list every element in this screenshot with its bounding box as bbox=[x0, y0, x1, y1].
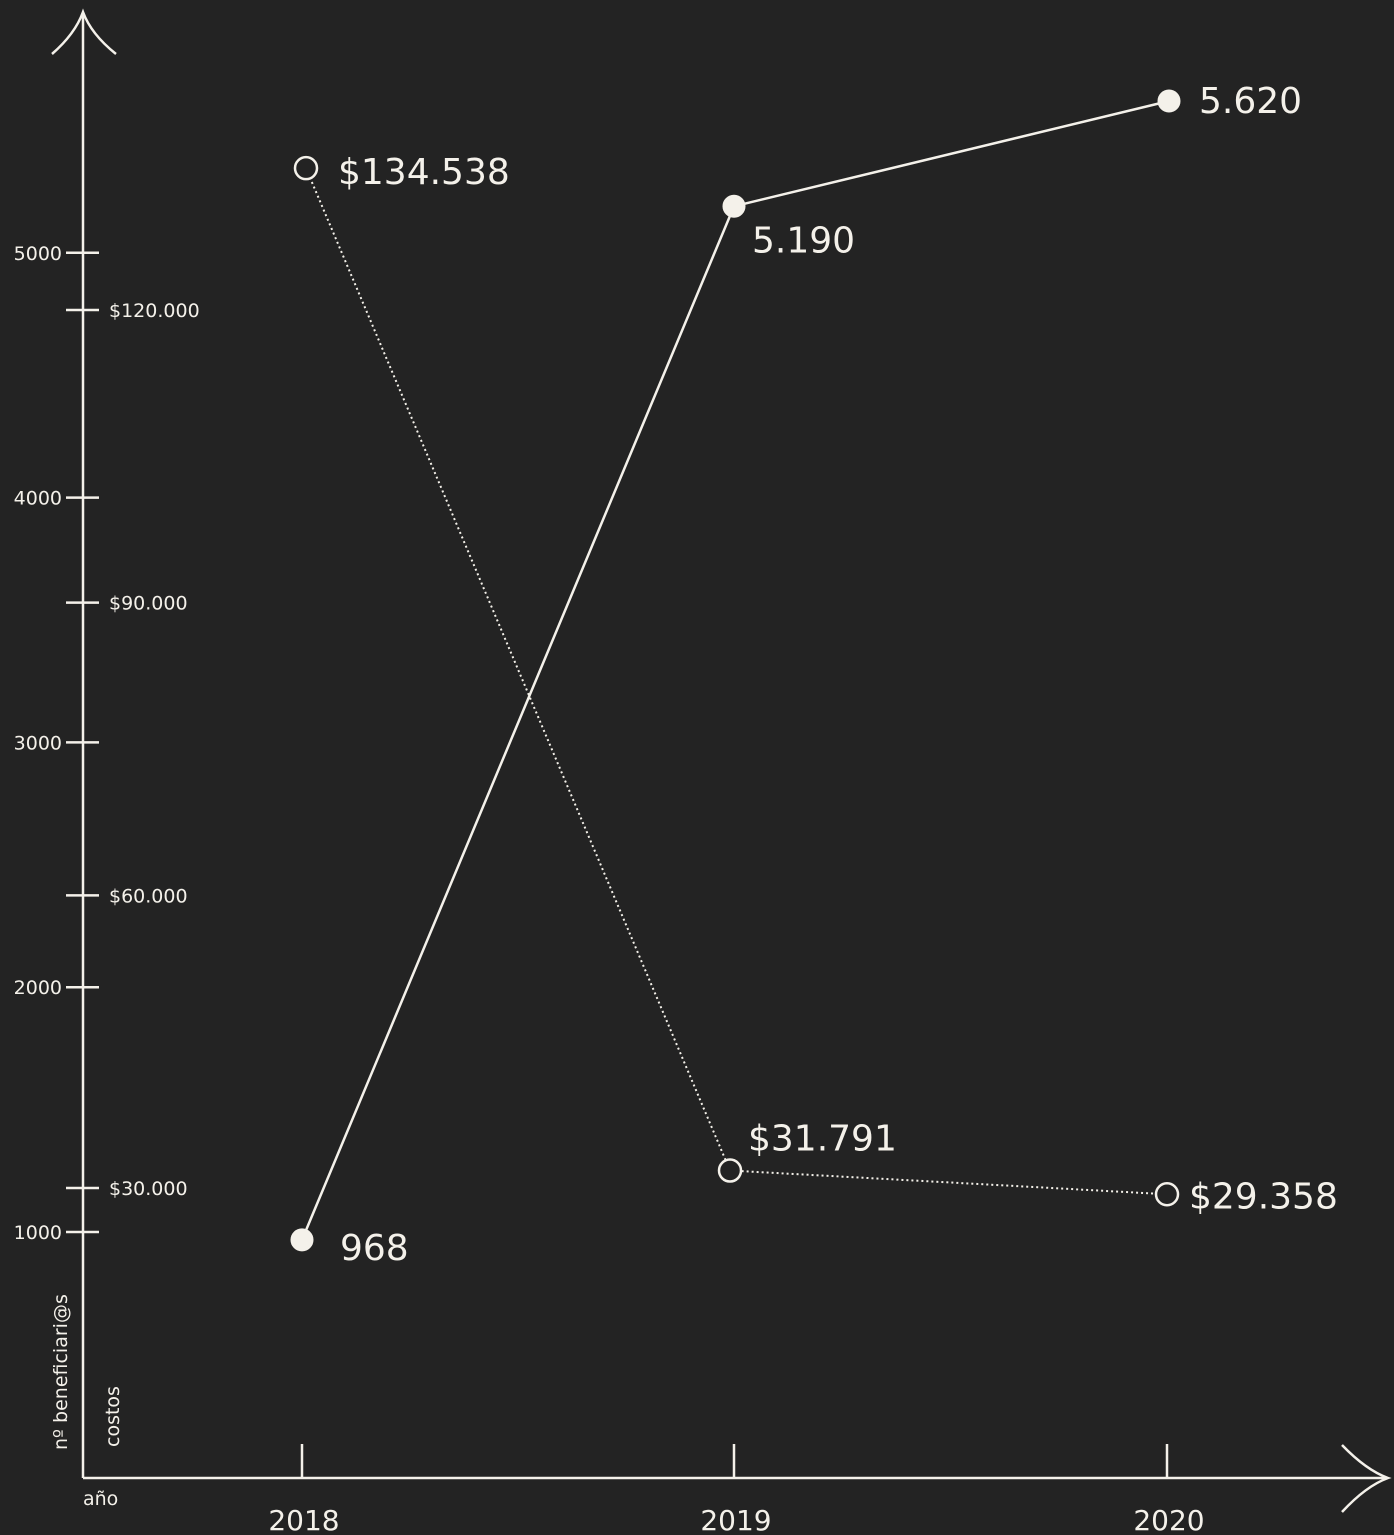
y-right-tick-label: $90.000 bbox=[109, 593, 188, 615]
series-lines bbox=[300, 99, 1170, 1241]
x-tick-label: 2020 bbox=[1133, 1504, 1204, 1535]
y-left-axis-title: nº beneficiari@s bbox=[50, 1294, 72, 1450]
data-labels: 968 5.190 5.620 $134.538 $31.791 $29.358 bbox=[338, 81, 1338, 1269]
y-right-ticks: $120.000 $90.000 $60.000 $30.000 bbox=[66, 300, 200, 1200]
costs-data-label: $134.538 bbox=[338, 152, 510, 193]
y-left-tick-label: 3000 bbox=[14, 732, 62, 754]
costs-point bbox=[717, 1158, 743, 1183]
y-left-tick-label: 4000 bbox=[14, 488, 62, 510]
y-left-tick-label: 5000 bbox=[14, 243, 62, 265]
series-markers bbox=[290, 89, 1181, 1252]
beneficiaries-point bbox=[290, 1228, 314, 1252]
y-left-tick-label: 1000 bbox=[14, 1222, 62, 1244]
beneficiaries-data-label: 968 bbox=[340, 1228, 409, 1269]
costs-data-label: $31.791 bbox=[748, 1119, 897, 1160]
costs-point bbox=[1154, 1182, 1180, 1207]
x-axis-title: año bbox=[83, 1488, 118, 1510]
costs-data-label: $29.358 bbox=[1189, 1176, 1338, 1217]
y-left-tick-label: 2000 bbox=[14, 977, 62, 999]
y-axis-arrow-icon bbox=[51, 8, 117, 55]
x-tick-label: 2018 bbox=[268, 1504, 339, 1535]
x-ticks: 2018 2019 2020 bbox=[268, 1444, 1205, 1535]
y-right-tick-label: $120.000 bbox=[109, 300, 200, 322]
y-right-tick-label: $60.000 bbox=[109, 885, 188, 907]
y-right-tick-label: $30.000 bbox=[109, 1178, 188, 1200]
beneficiaries-data-label: 5.190 bbox=[752, 220, 855, 261]
beneficiaries-point bbox=[1157, 89, 1181, 113]
costs-line bbox=[305, 167, 1168, 1196]
beneficiaries-line bbox=[300, 99, 1170, 1241]
beneficiaries-data-label: 5.620 bbox=[1199, 81, 1302, 122]
x-tick-label: 2019 bbox=[700, 1504, 771, 1535]
y-right-axis-title: costos bbox=[102, 1386, 124, 1447]
beneficiaries-point bbox=[722, 194, 746, 218]
costs-point bbox=[293, 155, 319, 181]
x-axis-arrow-icon bbox=[1341, 1444, 1392, 1513]
y-left-ticks: 5000 4000 3000 2000 1000 bbox=[14, 243, 99, 1244]
